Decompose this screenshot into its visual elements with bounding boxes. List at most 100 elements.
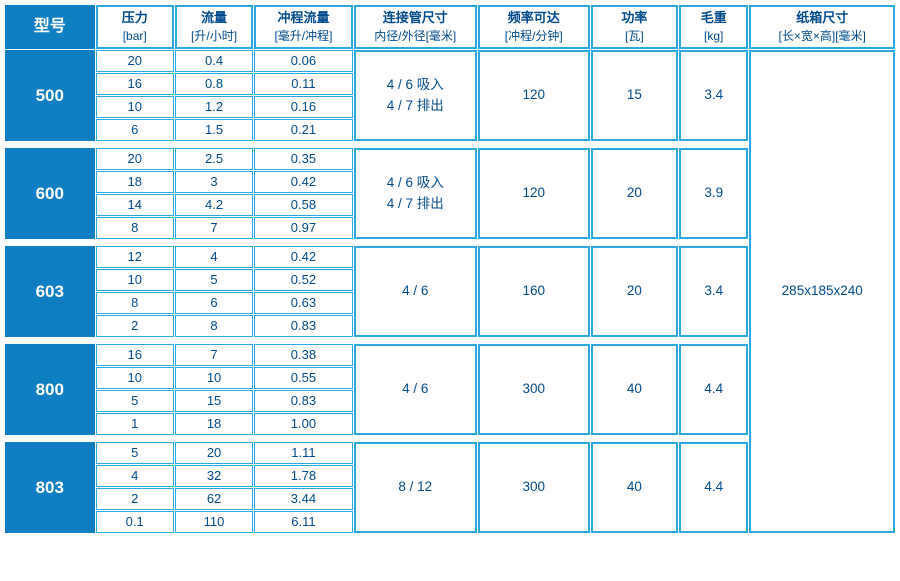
cell-pressure: 10 — [96, 96, 174, 118]
cell-stroke_flow: 1.00 — [254, 413, 352, 435]
cell-stroke_flow: 0.11 — [254, 73, 352, 95]
cell-tube: 4 / 6 — [354, 246, 477, 337]
cell-flow: 20 — [175, 442, 253, 464]
cell-flow: 3 — [175, 171, 253, 193]
hdr-power-unit: [瓦] — [625, 29, 644, 43]
cell-freq: 300 — [478, 442, 590, 533]
cell-pressure: 2 — [96, 488, 174, 510]
cell-stroke_flow: 0.16 — [254, 96, 352, 118]
hdr-stroke-label: 冲程流量 — [277, 10, 329, 25]
model-cell: 603 — [5, 246, 95, 337]
cell-weight: 3.4 — [679, 50, 748, 141]
cell-power: 40 — [591, 344, 678, 435]
cell-flow: 110 — [175, 511, 253, 533]
cell-weight: 3.4 — [679, 246, 748, 337]
cell-stroke_flow: 6.11 — [254, 511, 352, 533]
hdr-weight-label: 毛重 — [701, 10, 727, 25]
cell-flow: 4.2 — [175, 194, 253, 216]
cell-flow: 7 — [175, 217, 253, 239]
hdr-freq-label: 频率可达 — [508, 10, 560, 25]
cell-stroke_flow: 0.21 — [254, 119, 352, 141]
cell-flow: 8 — [175, 315, 253, 337]
cell-pressure: 0.1 — [96, 511, 174, 533]
cell-stroke_flow: 0.97 — [254, 217, 352, 239]
cell-pressure: 4 — [96, 465, 174, 487]
cell-stroke_flow: 0.42 — [254, 246, 352, 268]
cell-weight: 3.9 — [679, 148, 748, 239]
cell-stroke_flow: 0.35 — [254, 148, 352, 170]
table-row: 500200.40.064 / 6 吸入4 / 7 排出120153.4285x… — [5, 50, 895, 72]
cell-tube: 4 / 6 — [354, 344, 477, 435]
hdr-model: 型号 — [5, 5, 95, 49]
hdr-pressure-unit: [bar] — [123, 29, 147, 43]
hdr-tube-label: 连接管尺寸 — [383, 10, 448, 25]
cell-pressure: 8 — [96, 292, 174, 314]
cell-pressure: 6 — [96, 119, 174, 141]
hdr-flow-label: 流量 — [201, 10, 227, 25]
hdr-flow-unit: [升/小时] — [191, 29, 237, 43]
cell-flow: 62 — [175, 488, 253, 510]
hdr-tube-unit: 内径/外径[毫米] — [374, 29, 456, 43]
cell-stroke_flow: 0.52 — [254, 269, 352, 291]
model-cell: 600 — [5, 148, 95, 239]
cell-flow: 18 — [175, 413, 253, 435]
model-cell: 800 — [5, 344, 95, 435]
cell-pressure: 16 — [96, 344, 174, 366]
cell-flow: 0.8 — [175, 73, 253, 95]
header-row: 型号 压力 [bar] 流量 [升/小时] 冲程流量 [毫升/冲程] 连接管尺寸… — [5, 5, 895, 49]
cell-power: 15 — [591, 50, 678, 141]
hdr-carton: 纸箱尺寸 [长×宽×高][毫米] — [749, 5, 895, 49]
cell-flow: 1.2 — [175, 96, 253, 118]
cell-pressure: 2 — [96, 315, 174, 337]
cell-flow: 0.4 — [175, 50, 253, 72]
cell-tube: 4 / 6 吸入4 / 7 排出 — [354, 50, 477, 141]
cell-stroke_flow: 0.83 — [254, 390, 352, 412]
cell-stroke_flow: 1.11 — [254, 442, 352, 464]
cell-stroke_flow: 0.63 — [254, 292, 352, 314]
cell-stroke_flow: 0.55 — [254, 367, 352, 389]
hdr-weight-unit: [kg] — [704, 29, 723, 43]
cell-pressure: 16 — [96, 73, 174, 95]
hdr-stroke: 冲程流量 [毫升/冲程] — [254, 5, 352, 49]
cell-tube: 4 / 6 吸入4 / 7 排出 — [354, 148, 477, 239]
table-body: 500200.40.064 / 6 吸入4 / 7 排出120153.4285x… — [5, 50, 895, 533]
cell-weight: 4.4 — [679, 442, 748, 533]
cell-pressure: 18 — [96, 171, 174, 193]
cell-stroke_flow: 0.83 — [254, 315, 352, 337]
hdr-tube: 连接管尺寸 内径/外径[毫米] — [354, 5, 477, 49]
hdr-power-label: 功率 — [621, 10, 647, 25]
cell-pressure: 10 — [96, 269, 174, 291]
cell-weight: 4.4 — [679, 344, 748, 435]
cell-stroke_flow: 0.58 — [254, 194, 352, 216]
hdr-freq-unit: [冲程/分钟] — [505, 29, 563, 43]
cell-flow: 1.5 — [175, 119, 253, 141]
cell-pressure: 5 — [96, 390, 174, 412]
cell-flow: 32 — [175, 465, 253, 487]
hdr-weight: 毛重 [kg] — [679, 5, 748, 49]
cell-freq: 120 — [478, 148, 590, 239]
hdr-pressure: 压力 [bar] — [96, 5, 174, 49]
cell-flow: 5 — [175, 269, 253, 291]
hdr-stroke-unit: [毫升/冲程] — [274, 29, 332, 43]
model-cell: 500 — [5, 50, 95, 141]
cell-power: 20 — [591, 148, 678, 239]
cell-stroke_flow: 3.44 — [254, 488, 352, 510]
model-cell: 803 — [5, 442, 95, 533]
cell-tube: 8 / 12 — [354, 442, 477, 533]
cell-pressure: 8 — [96, 217, 174, 239]
hdr-power: 功率 [瓦] — [591, 5, 678, 49]
cell-freq: 120 — [478, 50, 590, 141]
cell-pressure: 20 — [96, 148, 174, 170]
cell-pressure: 5 — [96, 442, 174, 464]
cell-flow: 15 — [175, 390, 253, 412]
spec-table: 型号 压力 [bar] 流量 [升/小时] 冲程流量 [毫升/冲程] 连接管尺寸… — [4, 4, 896, 534]
cell-pressure: 10 — [96, 367, 174, 389]
cell-flow: 7 — [175, 344, 253, 366]
cell-pressure: 14 — [96, 194, 174, 216]
cell-power: 20 — [591, 246, 678, 337]
hdr-carton-unit: [长×宽×高][毫米] — [779, 29, 866, 43]
cell-pressure: 20 — [96, 50, 174, 72]
cell-stroke_flow: 0.06 — [254, 50, 352, 72]
hdr-carton-label: 纸箱尺寸 — [796, 10, 848, 25]
cell-stroke_flow: 0.38 — [254, 344, 352, 366]
